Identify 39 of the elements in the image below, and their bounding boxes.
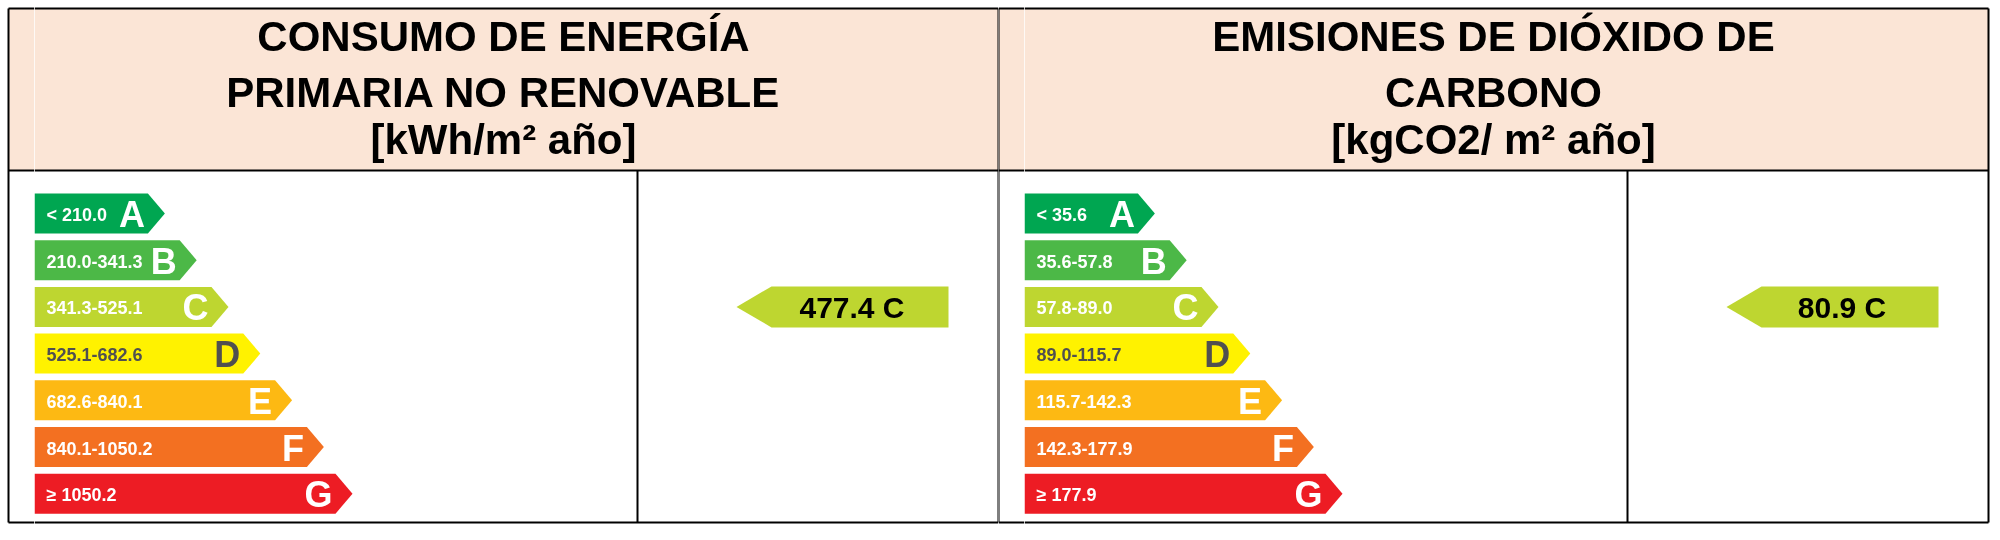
- text: 80.9 C: [1797, 291, 1887, 325]
- y-tick-label: D: [1204, 334, 1231, 376]
- y-tick-label: A: [1108, 194, 1135, 235]
- annotation: 142.3-177.9: [1036, 438, 1133, 459]
- y-tick-label: C: [1172, 287, 1199, 329]
- y-tick-label: E: [1238, 380, 1263, 422]
- annotation: 341.3-525.1: [46, 298, 143, 319]
- text: [kgCO2/ m² año]: [1331, 116, 1656, 163]
- text: EMISIONES DE DIÓXIDO DE CARBONO: [1212, 12, 1775, 116]
- annotation: ≥ 177.9: [1036, 484, 1097, 505]
- y-tick-label: B: [150, 240, 177, 282]
- bar: [1024, 427, 1314, 467]
- y-tick-label: D: [214, 334, 241, 376]
- y-tick-label: B: [1140, 240, 1167, 282]
- bar: [1024, 473, 1343, 514]
- annotation: 682.6-840.1: [46, 391, 143, 412]
- annotation: 35.6-57.8: [1036, 251, 1113, 272]
- bar: [34, 427, 324, 467]
- annotation: 89.0-115.7: [1036, 345, 1122, 366]
- annotation: 115.7-142.3: [1036, 391, 1132, 412]
- annotation: 210.0-341.3: [46, 251, 143, 272]
- annotation: ≥ 1050.2: [46, 484, 117, 505]
- y-tick-label: C: [182, 287, 209, 329]
- y-tick-label: G: [304, 474, 333, 516]
- annotation: < 35.6: [1036, 204, 1088, 225]
- y-tick-label: E: [248, 380, 273, 422]
- annotation: 57.8-89.0: [1036, 298, 1113, 319]
- annotation: < 210.0: [46, 204, 108, 225]
- annotation: 525.1-682.6: [46, 345, 143, 366]
- annotation: 840.1-1050.2: [46, 438, 153, 459]
- text: [kWh/m² año]: [370, 116, 637, 163]
- y-tick-label: G: [1294, 474, 1323, 516]
- text: CONSUMO DE ENERGÍA PRIMARIA NO RENOVABLE: [226, 13, 780, 116]
- text: 477.4 C: [799, 291, 905, 325]
- bar: [1024, 380, 1283, 421]
- y-tick-label: F: [281, 427, 304, 469]
- y-tick-label: A: [118, 194, 145, 235]
- bar: [34, 473, 353, 514]
- y-tick-label: F: [1271, 427, 1294, 469]
